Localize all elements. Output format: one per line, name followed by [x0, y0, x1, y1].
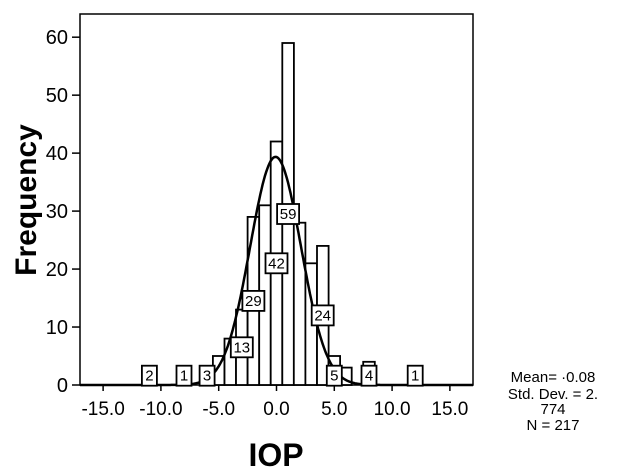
data-label: 42	[268, 255, 285, 272]
x-tick-label: -5.0	[202, 399, 235, 420]
data-label-box	[140, 364, 158, 387]
data-label-box	[241, 289, 266, 312]
x-axis-label: IOP	[248, 437, 303, 471]
x-tick-label: -10.0	[139, 399, 182, 420]
data-label: 29	[245, 293, 262, 310]
histogram-bar	[292, 221, 307, 386]
x-tick-label: 15.0	[431, 399, 468, 420]
x-tick-label: -15.0	[81, 399, 124, 420]
data-label-box	[264, 252, 289, 275]
y-axis-label: Frequency	[10, 124, 43, 276]
y-tick-label: 50	[46, 85, 68, 107]
stat-sd-line2: 774	[540, 401, 565, 418]
x-tick-label: 5.0	[321, 399, 347, 420]
data-label: 13	[233, 339, 250, 356]
stat-n: N = 217	[527, 417, 580, 434]
data-label: 2	[145, 368, 153, 385]
x-tick-label: 0.0	[263, 399, 289, 420]
y-tick-label: 30	[46, 201, 68, 223]
stats-box: Mean= ·0.08 Std. Dev. = 2. 774 N = 217	[508, 369, 598, 434]
data-label-box	[229, 336, 254, 359]
data-label-box	[360, 364, 378, 387]
data-label: 5	[330, 368, 338, 385]
data-label: 59	[280, 206, 297, 223]
data-label-box	[406, 364, 424, 387]
data-label: 3	[203, 368, 211, 385]
y-tick-label: 0	[57, 375, 68, 397]
data-label: 24	[314, 307, 331, 324]
y-tick-label: 10	[46, 317, 68, 339]
data-label-box	[175, 364, 193, 387]
y-tick-label: 20	[46, 259, 68, 281]
y-tick-label: 40	[46, 143, 68, 165]
data-label-box	[198, 364, 216, 387]
data-label-box	[310, 304, 335, 327]
x-tick-label: 10.0	[374, 399, 411, 420]
data-label: 1	[411, 368, 419, 385]
y-axis: 0 10 20 30 40 50 60	[46, 27, 80, 397]
x-axis: -15.0 -10.0 -5.0 0.0 5.0 10.0 15.0	[81, 385, 468, 420]
data-label: 4	[365, 368, 373, 385]
stat-sd-line1: Std. Dev. = 2.	[508, 386, 598, 403]
y-tick-label: 60	[46, 27, 68, 49]
data-label: 1	[180, 368, 188, 385]
data-label-box	[276, 203, 301, 225]
stat-mean: Mean= ·0.08	[511, 369, 596, 386]
